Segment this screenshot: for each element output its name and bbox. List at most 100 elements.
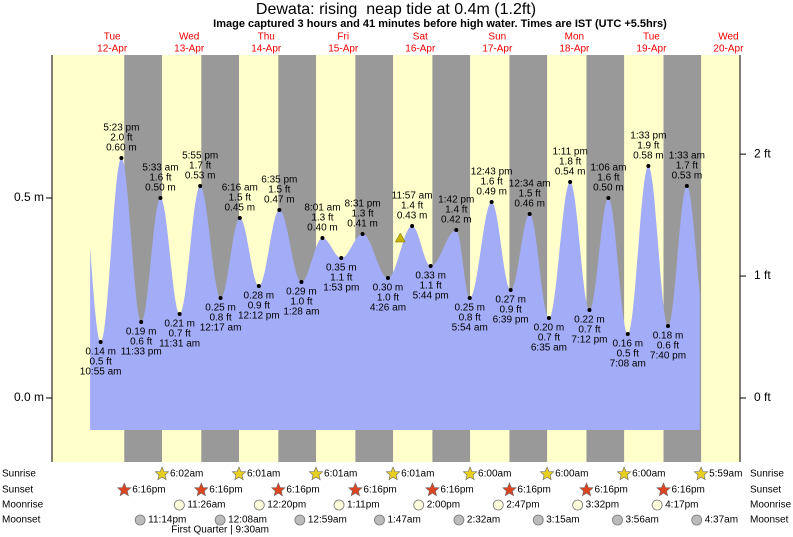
chart-subtitle: Image captured 3 hours and 41 minutes be… <box>213 18 667 30</box>
value-label: 0.58 m <box>633 151 664 162</box>
event-icon <box>374 514 385 526</box>
day-name: Fri <box>337 32 349 43</box>
event-icon <box>462 466 478 481</box>
day-date: 20-Apr <box>713 44 744 55</box>
event-time: 1:11pm <box>347 500 380 511</box>
event-time: 6:00am <box>478 469 511 480</box>
time-label: 6:35 am <box>531 343 567 354</box>
ft-label: 1.3 ft <box>311 213 333 224</box>
event-icon <box>539 466 555 481</box>
event-time: 6:16pm <box>132 485 165 496</box>
tide-point <box>508 288 513 292</box>
ft-label: 1.6 ft <box>597 173 619 184</box>
y-tick-label: 0.5 m <box>14 190 44 204</box>
value-label: 0.43 m <box>397 211 428 222</box>
y-tick-label: 0.0 m <box>14 390 44 404</box>
event-icon <box>308 466 324 481</box>
event-icon <box>134 514 146 526</box>
ft-label: 0.5 ft <box>617 349 639 360</box>
tide-point <box>119 156 124 160</box>
ft-label: 1.6 ft <box>480 177 502 188</box>
day-date: 16-Apr <box>405 44 436 55</box>
event-icon <box>116 482 132 497</box>
tide-point <box>320 236 325 240</box>
value-label: 0.25 m <box>205 303 236 314</box>
day-date: 17-Apr <box>482 44 513 55</box>
time-label: 11:57 am <box>392 191 433 202</box>
ft-label: 1.5 ft <box>519 189 541 200</box>
tide-point <box>218 296 223 300</box>
time-label: 5:54 am <box>452 323 488 334</box>
value-label: 0.28 m <box>244 291 275 302</box>
now-marker <box>394 232 406 243</box>
event-time: 3:32pm <box>586 500 619 511</box>
event-icon <box>502 482 517 497</box>
ft-label: 1.5 ft <box>268 185 290 196</box>
event-icon <box>532 514 544 526</box>
day-name: Tue <box>643 32 660 43</box>
value-label: 0.18 m <box>653 331 684 342</box>
row-label: Sunset <box>750 485 781 496</box>
tide-point <box>177 312 182 316</box>
tide-point <box>256 284 261 288</box>
moon-phase: First Quarter | 9:30am <box>171 525 269 536</box>
event-icon <box>492 499 504 511</box>
time-label: 12:12 pm <box>238 311 280 322</box>
event-time: 12:08am <box>228 515 267 526</box>
time-label: 12:17 am <box>200 323 242 334</box>
value-label: 0.45 m <box>225 203 256 214</box>
day-name: Mon <box>565 32 584 43</box>
day-name: Wed <box>718 32 738 43</box>
value-label: 0.35 m <box>326 263 357 274</box>
day-date: 13-Apr <box>174 44 205 55</box>
value-label: 0.21 m <box>164 319 195 330</box>
event-time: 2:47pm <box>506 500 539 511</box>
event-icon <box>294 514 306 526</box>
event-time: 6:01am <box>247 469 280 480</box>
event-icon <box>453 514 465 526</box>
chart-title: Dewata: rising neap tide at 0.4m (1.2ft) <box>256 1 536 18</box>
ft-label: 0.8 ft <box>209 313 231 324</box>
event-time: 5:59am <box>709 469 742 480</box>
row-label: Moonset <box>2 515 41 526</box>
tide-point <box>527 212 532 216</box>
day-name: Wed <box>179 32 199 43</box>
time-label: 8:31 pm <box>345 199 381 210</box>
tide-point <box>139 320 144 324</box>
event-time: 2:00pm <box>427 500 460 511</box>
value-label: 0.49 m <box>476 187 507 198</box>
event-icon <box>154 466 170 481</box>
day-date: 18-Apr <box>559 44 590 55</box>
time-label: 5:44 pm <box>413 291 449 302</box>
ft-label: 1.4 ft <box>445 205 467 216</box>
tide-point <box>666 324 671 328</box>
event-icon <box>347 482 363 497</box>
ft-label: 2.0 ft <box>110 133 132 144</box>
tide-point <box>568 180 573 184</box>
time-label: 12:34 am <box>509 179 551 190</box>
event-time: 6:16pm <box>440 485 473 496</box>
time-label: 1:11 pm <box>552 147 587 158</box>
ft-label: 1.9 ft <box>637 141 659 152</box>
event-icon <box>572 499 584 511</box>
ft-label: 1.4 ft <box>401 201 423 212</box>
time-label: 12:43 pm <box>471 167 513 178</box>
value-label: 0.50 m <box>593 183 624 194</box>
event-time: 1:47am <box>387 515 420 526</box>
event-icon <box>612 514 623 526</box>
value-label: 0.60 m <box>106 143 137 154</box>
value-label: 0.53 m <box>185 171 216 182</box>
time-label: 6:35 pm <box>261 175 297 186</box>
day-name: Thu <box>258 32 275 43</box>
tide-point <box>546 316 551 320</box>
event-time: 6:16pm <box>209 485 242 496</box>
day-name: Tue <box>104 32 121 43</box>
event-time: 12:20pm <box>267 500 306 511</box>
time-label: 5:55 pm <box>182 151 218 162</box>
event-icon <box>231 466 247 481</box>
event-time: 11:26am <box>187 500 225 511</box>
event-icon <box>413 499 425 511</box>
tide-point <box>587 308 592 312</box>
row-label: Moonset <box>750 515 789 526</box>
value-label: 0.42 m <box>441 215 472 226</box>
